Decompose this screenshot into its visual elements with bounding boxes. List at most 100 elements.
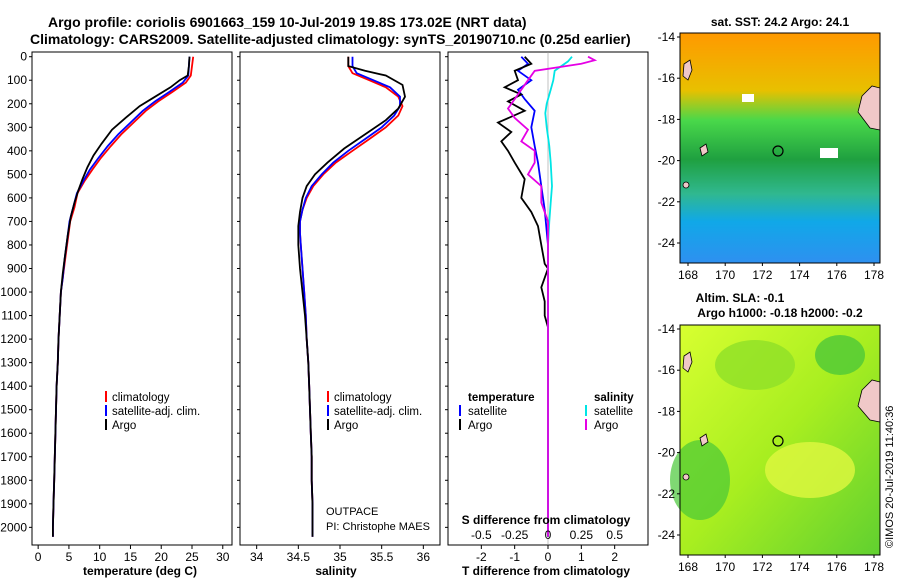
map-lat-label: -14 [658, 30, 676, 44]
depth-tick-label: 600 [7, 191, 27, 205]
map-lat-label: -18 [658, 404, 676, 418]
salinity-legend-climatology: climatology [334, 392, 392, 404]
x-tick-label: 35 [333, 550, 347, 564]
sst-map-gap [820, 148, 838, 158]
map-lon-label: 178 [864, 268, 884, 282]
salinity-x-label: salinity [315, 564, 357, 578]
map-lat-label: -22 [658, 487, 676, 501]
salinity-legend-satellite: satellite-adj. clim. [334, 406, 422, 418]
difference-s-ticks: -0.5 -0.25 0 0.25 0.5 [471, 528, 623, 542]
x-tick-label: -1 [509, 550, 520, 564]
difference-panel: -2 -1 0 1 2 -0.5 -0.25 0 0.25 0.5 T difference f… [447, 51, 649, 578]
series-temperature-argo [52, 56, 191, 537]
depth-tick-label: 700 [7, 214, 27, 228]
sla-map-island [682, 351, 693, 373]
salinity-legend-argo: Argo [334, 420, 358, 432]
sla-map-island [699, 433, 709, 447]
x-tick-label: 2 [611, 550, 618, 564]
depth-tick-label: 1000 [0, 285, 27, 299]
x-tick-label: 0 [545, 550, 552, 564]
series-salinity-climatology [299, 56, 404, 537]
map-lon-label: 176 [827, 560, 847, 574]
title-line-2: Climatology: CARS2009. Satellite-adjuste… [30, 31, 631, 47]
map-lat-label: -24 [658, 236, 676, 250]
difference-legend-salinity: salinity satellite Argo [585, 392, 634, 432]
depth-tick-label: 2000 [0, 520, 27, 534]
sla-map-blob [715, 340, 795, 390]
sla-map-island [682, 473, 690, 481]
sst-map-island [699, 143, 709, 157]
temperature-legend-satellite: satellite-adj. clim. [112, 406, 200, 418]
difference-s-label: S difference from climatology [462, 513, 631, 527]
temperature-legend: climatology satellite-adj. clim. Argo [105, 391, 200, 432]
series-difference-s-argo [506, 55, 598, 537]
depth-tick-label: 200 [7, 97, 27, 111]
map-lat-label: -22 [658, 195, 676, 209]
depth-tick-label: 0 [20, 50, 27, 64]
sst-map-ticks: -14 -16 -18 -20 -22 -24 168 170 172 174 176 178 [658, 30, 885, 282]
x-tick-label: 0 [35, 550, 42, 564]
depth-tick-label: 1400 [0, 379, 27, 393]
x-tick-label: 34 [250, 550, 264, 564]
sla-map-title-1: Altim. SLA: -0.1 [696, 291, 785, 305]
outpace-label: OUTPACE [326, 506, 378, 518]
depth-tick-label: 1900 [0, 497, 27, 511]
sst-map-gap [742, 94, 754, 102]
sst-map-frame [679, 32, 881, 264]
depth-tick-label: 1600 [0, 426, 27, 440]
map-lon-label: 176 [827, 268, 847, 282]
depth-tick-label: 1800 [0, 473, 27, 487]
series-difference-t-argo [496, 56, 550, 537]
salinity-panel: 34 34.5 35 35.5 36 salinity climatology sate… [239, 51, 441, 578]
series-difference-s-satellite [544, 56, 573, 537]
x-tick-label: -2 [476, 550, 487, 564]
x-tick-label: 10 [93, 550, 107, 564]
sst-map-title: sat. SST: 24.2 Argo: 24.1 [711, 15, 850, 29]
temperature-x-label: temperature (deg C) [83, 564, 197, 578]
temperature-x-ticks: 0 5 10 15 20 25 30 [35, 545, 230, 564]
title-line-1: Argo profile: coriolis 6901663_159 10-Ju… [48, 14, 527, 30]
pi-label: PI: Christophe MAES [326, 521, 430, 533]
series-salinity-argo [297, 56, 406, 537]
map-lon-label: 172 [752, 268, 772, 282]
temperature-panel: 0 5 10 15 20 25 30 0 100 200 300 400 500 600 700 800 90… [0, 50, 448, 578]
legend-s-satellite: satellite [594, 406, 633, 418]
map-lon-label: 170 [715, 268, 735, 282]
sla-map-blob [670, 440, 730, 520]
x-tick-label: 34.5 [287, 550, 311, 564]
x-tick-label: 20 [155, 550, 169, 564]
depth-ticks: 0 100 200 300 400 500 600 700 800 900 1000 1100 1200… [0, 50, 448, 534]
sla-map-float-marker [772, 435, 784, 447]
map-lat-label: -14 [658, 322, 676, 336]
depth-tick-label: 1500 [0, 403, 27, 417]
map-lon-label: 168 [678, 268, 698, 282]
depth-tick-label: 1700 [0, 450, 27, 464]
sla-map-blob [815, 335, 865, 375]
difference-x-label: T difference from climatology [462, 564, 630, 578]
map-lat-label: -20 [658, 154, 676, 168]
map-lon-label: 168 [678, 560, 698, 574]
x-tick-label: 5 [66, 550, 73, 564]
salinity-frame [239, 51, 441, 546]
sst-map: sat. SST: 24.2 Argo: 24.1 -14 -16 -18 -20 -2… [658, 15, 885, 282]
depth-tick-label: 500 [7, 167, 27, 181]
sst-map-field [680, 33, 880, 263]
legend-t-argo: Argo [468, 420, 492, 432]
depth-tick-label: 300 [7, 120, 27, 134]
map-lon-label: 172 [752, 560, 772, 574]
x-tick-label: 25 [185, 550, 199, 564]
salinity-series-group [297, 56, 406, 537]
x-tick-label: 36 [417, 550, 431, 564]
legend-t-satellite: satellite [468, 406, 507, 418]
s-tick-label: 0.25 [570, 528, 594, 542]
sla-map-frame [679, 324, 881, 556]
legend-temperature-title: temperature [468, 392, 534, 404]
map-lon-label: 174 [790, 268, 810, 282]
map-lat-label: -24 [658, 528, 676, 542]
depth-tick-label: 900 [7, 261, 27, 275]
difference-series-group [496, 52, 598, 545]
salinity-x-ticks: 34 34.5 35 35.5 36 [250, 545, 430, 564]
depth-tick-label: 1300 [0, 356, 27, 370]
temperature-series-group [52, 56, 195, 537]
copyright-text: ©IMOS 20-Jul-2019 11:40:36 [884, 406, 896, 548]
